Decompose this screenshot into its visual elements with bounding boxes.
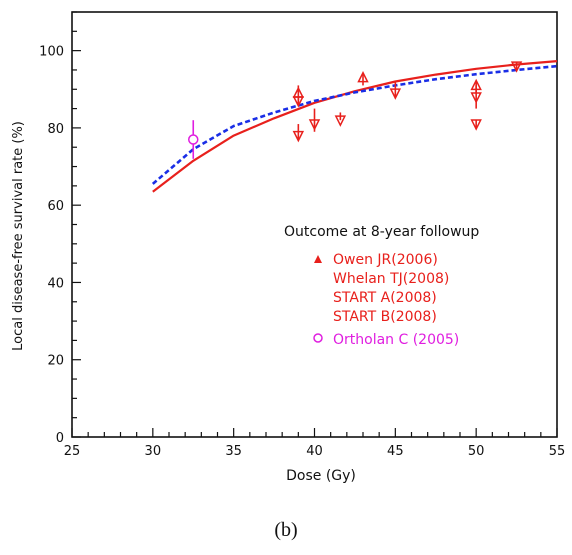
legend-entry-ortholan: Ortholan C (2005) [333,332,459,348]
legend-marker-triangle [314,255,322,263]
legend-entry-start-a: START A(2008) [333,290,437,306]
y-tick-label: 100 [39,45,64,60]
data-point-triangle-down [308,119,321,131]
y-tick-label: 40 [47,276,64,291]
x-tick-label: 25 [64,444,81,459]
data-point-triangle-up [357,71,369,83]
x-tick-label: 50 [468,444,485,459]
data-point-triangle-down [334,115,347,127]
y-tick-label: 60 [47,199,64,214]
data-point-triangle-down [292,96,305,108]
data-point-triangle-down [470,92,482,104]
data-point-triangle-down [470,119,482,131]
x-tick-label: 45 [387,444,404,459]
y-axis-label: Local disease-free survival rate (%) [11,121,26,351]
data-point-triangle-down [389,88,402,100]
fit-curves [151,60,558,193]
solid-fit-curve [152,60,558,193]
y-tick-label: 20 [47,354,64,369]
legend-entry-owen: Owen JR(2006) [333,252,438,268]
legend-marker-circle [313,333,323,343]
plot-axes: 25 30 35 40 45 50 55 0 20 40 60 80 100 [39,11,566,459]
legend-entry-start-b: START B(2008) [333,309,437,325]
x-tick-label: 35 [225,444,242,459]
x-tick-label: 30 [145,444,162,459]
x-axis-label: Dose (Gy) [286,468,356,484]
legend-title: Outcome at 8-year followup [284,224,479,240]
data-markers [188,61,523,159]
data-point-triangle-down [292,130,305,143]
figure-caption: (b) [274,519,297,541]
x-tick-label: 40 [306,444,323,459]
legend-entry-whelan: Whelan TJ(2008) [333,271,449,287]
x-tick-label: 55 [549,444,566,459]
data-point-circle [188,134,199,145]
legend: Outcome at 8-year followup Owen JR(2006)… [284,224,479,348]
y-tick-label: 0 [56,431,64,446]
dashed-fit-curve [151,64,558,185]
y-tick-label: 80 [47,122,64,137]
data-point-triangle-down [510,61,523,73]
